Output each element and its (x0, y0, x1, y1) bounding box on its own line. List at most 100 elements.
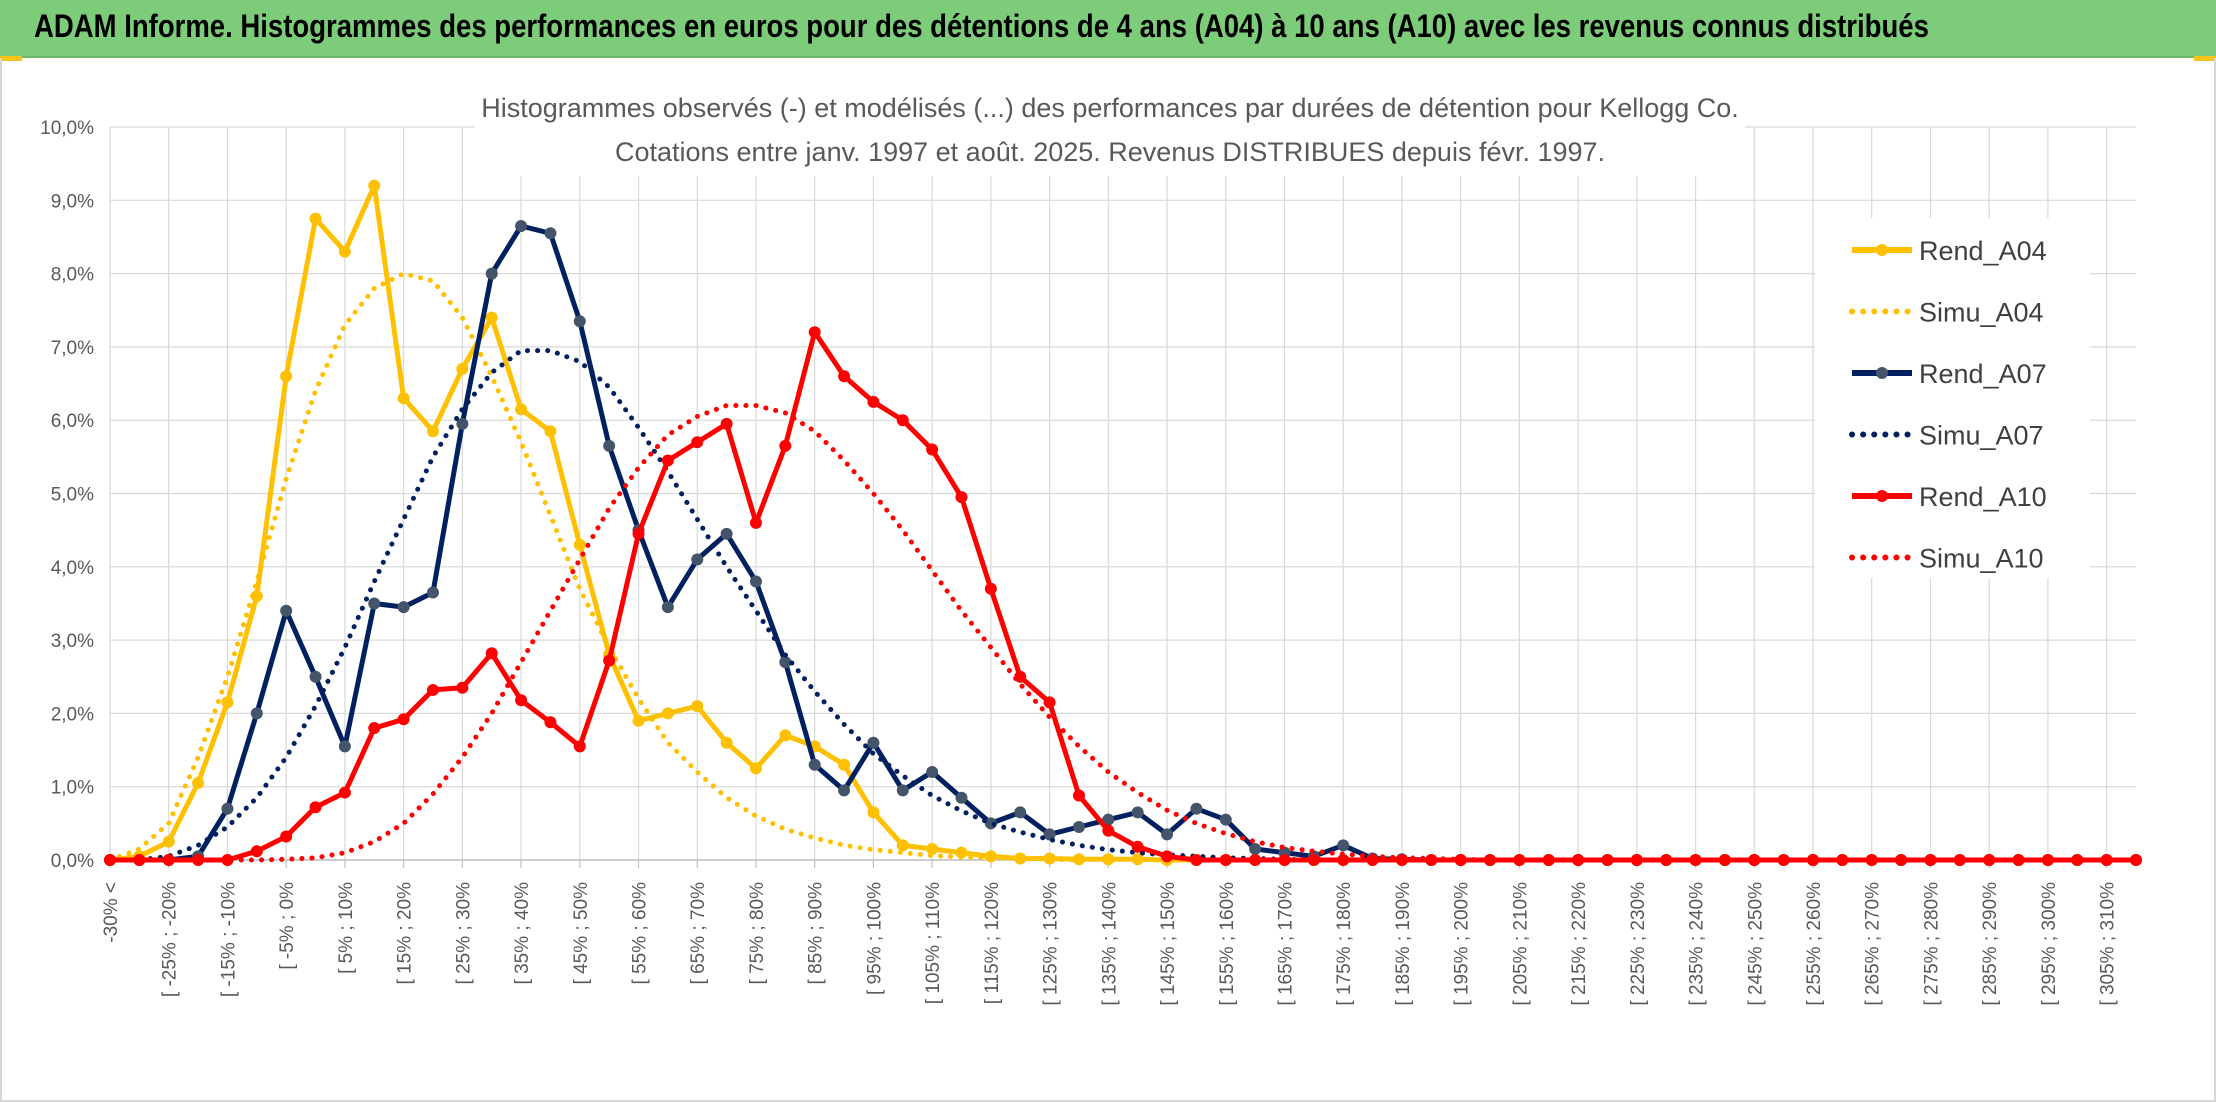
data-point (603, 654, 616, 667)
x-tick-label: [ 215% ; 220% (1569, 882, 1590, 1006)
legend-marker (1876, 244, 1888, 256)
report-title: ADAM Informe. Histogrammes des performan… (34, 8, 1929, 44)
data-point (779, 729, 792, 742)
x-tick-label: [ 175% ; 180% (1334, 882, 1355, 1006)
x-tick-label: [ 55% ; 60% (630, 882, 651, 985)
x-tick-label: [ 255% ; 260% (1804, 882, 1825, 1006)
x-tick-label: [ -25% ; -20% (160, 882, 181, 997)
x-tick-label: [ 5% ; 10% (336, 882, 357, 974)
data-point (926, 843, 939, 856)
data-point (867, 395, 880, 408)
y-tick-label: 9,0% (51, 191, 94, 212)
data-point (838, 370, 851, 383)
report-banner: ADAM Informe. Histogrammes des performan… (0, 0, 2216, 58)
y-tick-label: 5,0% (51, 485, 94, 506)
data-point (515, 219, 528, 232)
data-point (368, 597, 381, 610)
data-point (573, 538, 586, 551)
x-tick-label: [ 35% ; 40% (512, 882, 533, 985)
x-tick-label: [ 75% ; 80% (747, 882, 768, 985)
x-tick-label: [ 165% ; 170% (1275, 882, 1296, 1006)
data-point (661, 707, 674, 720)
data-point (1953, 854, 1966, 866)
data-point (1161, 850, 1174, 863)
x-tick-label: [ -5% ; 0% (277, 882, 298, 970)
data-point (632, 527, 645, 540)
legend-item-simu-a04: Simu_A04 (1849, 298, 2044, 328)
data-point (779, 656, 792, 669)
y-tick-label: 8,0% (51, 265, 94, 286)
data-point (1043, 828, 1056, 841)
data-point (426, 586, 439, 599)
x-tick-label: [ 265% ; 270% (1863, 882, 1884, 1006)
data-point (808, 758, 821, 771)
title-background (475, 82, 1745, 176)
series-line (107, 329, 2139, 863)
data-point (309, 212, 322, 225)
data-point (515, 403, 528, 416)
x-tick-label: [ 125% ; 130% (1041, 882, 1062, 1006)
x-tick-label: [ 285% ; 290% (1980, 882, 2001, 1006)
data-point (515, 694, 528, 707)
series-simu-a10 (107, 403, 1493, 863)
series-simu-a04 (107, 271, 1082, 863)
chart-frame (0, 58, 2216, 1102)
legend-background (1815, 218, 2090, 578)
data-point (1161, 828, 1174, 841)
x-tick-label: [ 25% ; 30% (453, 882, 474, 985)
data-point (1131, 853, 1144, 866)
x-tick-label: [ 65% ; 70% (688, 882, 709, 985)
legend-label: Simu_A04 (1919, 298, 2044, 328)
data-point (838, 784, 851, 797)
legend-marker (1876, 367, 1888, 379)
x-tick-label: [ 45% ; 50% (571, 882, 592, 985)
corner-mark-right (2194, 56, 2216, 61)
data-point (309, 801, 322, 814)
data-point (955, 791, 968, 804)
data-point (1190, 854, 1203, 866)
data-point (1249, 854, 1262, 866)
data-point (1983, 854, 1996, 866)
data-point (544, 716, 557, 729)
legend-label: Rend_A07 (1919, 359, 2047, 389)
data-point (603, 439, 616, 452)
legend-item-rend-a04: Rend_A04 (1852, 236, 2047, 266)
data-point (1131, 806, 1144, 819)
series-rend-a10 (104, 326, 2142, 866)
y-tick-label: 1,0% (51, 778, 94, 799)
x-axis-ticks: -30% < [ -25% ; -20% [ -15% ; -10% [ -5% ; … (101, 882, 2119, 1006)
x-tick-label: [ 205% ; 210% (1510, 882, 1531, 1006)
data-point (1072, 789, 1085, 802)
data-point (309, 670, 322, 683)
data-point (720, 736, 733, 749)
legend-item-simu-a10: Simu_A10 (1849, 544, 2044, 574)
legend-label: Simu_A07 (1919, 421, 2044, 451)
data-point (280, 604, 293, 617)
data-point (221, 802, 234, 815)
x-tick-label: [ 155% ; 160% (1217, 882, 1238, 1006)
data-point (808, 326, 821, 339)
data-point (1895, 854, 1908, 866)
x-tick-label: -30% < (101, 882, 122, 943)
data-point (1865, 854, 1878, 866)
data-point (720, 417, 733, 430)
series-simu-a07 (107, 348, 1317, 863)
data-point (338, 245, 351, 258)
data-point (426, 683, 439, 696)
data-point (1131, 840, 1144, 853)
data-point (867, 736, 880, 749)
data-point (896, 414, 909, 427)
legend: Rend_A04 Simu_A04 Rend_A07 Simu_A07 Rend_A10… (1815, 218, 2090, 578)
data-point (2130, 854, 2142, 866)
data-point (456, 681, 469, 694)
data-point (250, 707, 263, 720)
data-point (573, 740, 586, 753)
data-point (749, 575, 762, 588)
x-tick-label: [ 275% ; 280% (1921, 882, 1942, 1006)
y-tick-label: 7,0% (51, 338, 94, 359)
data-point (691, 436, 704, 449)
data-point (338, 740, 351, 753)
data-point (368, 179, 381, 192)
data-point (926, 443, 939, 456)
data-point (2041, 854, 2054, 866)
